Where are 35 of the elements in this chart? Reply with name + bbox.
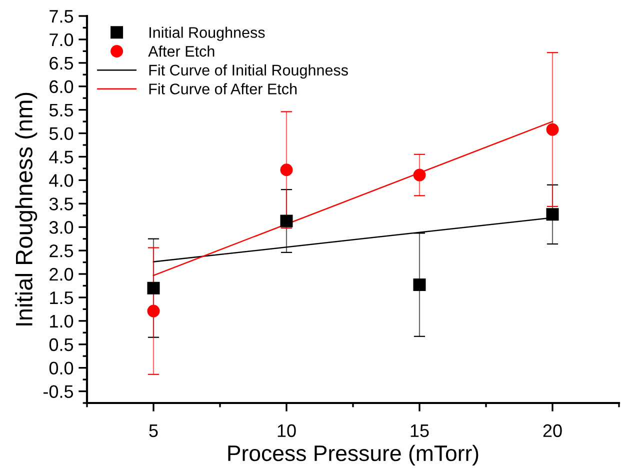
legend-label: Fit Curve of Initial Roughness xyxy=(149,64,348,79)
y-tick-label: -0.5 xyxy=(44,385,74,398)
y-tick-label: 7.0 xyxy=(50,33,74,46)
legend-label: After Etch xyxy=(148,46,214,57)
point xyxy=(280,214,293,228)
y-tick-label: 1.5 xyxy=(50,292,74,304)
x-axis-title: Process Pressure (mTorr) xyxy=(228,444,478,466)
x-tick-label: 20 xyxy=(543,424,562,438)
y-tick-label: 0.0 xyxy=(49,362,74,375)
y-tick-label: 3.5 xyxy=(49,198,74,210)
legend-label: Initial Roughness xyxy=(150,26,265,41)
y-axis-title: Initial Roughness (nm) xyxy=(15,92,38,326)
point xyxy=(147,282,160,294)
y-tick-label: 5.0 xyxy=(49,127,74,140)
point xyxy=(413,278,426,292)
point xyxy=(546,123,559,136)
legend-label: Fit Curve of After Etch xyxy=(149,83,297,94)
x-tick-label: 5 xyxy=(149,424,158,438)
y-tick-label: 2.0 xyxy=(50,268,74,281)
point xyxy=(147,304,160,318)
y-tick-label: 2.5 xyxy=(50,244,74,258)
point xyxy=(546,208,559,221)
y-tick-label: 7.5 xyxy=(50,10,74,23)
point xyxy=(413,168,426,182)
y-tick-label: 1.0 xyxy=(50,314,74,328)
point xyxy=(280,164,293,176)
y-tick-label: 4.0 xyxy=(49,174,74,187)
x-tick-label: 15 xyxy=(410,424,429,438)
y-tick-label: 6.0 xyxy=(50,80,74,94)
y-tick-label: 6.5 xyxy=(50,56,74,70)
x-tick-label: 10 xyxy=(278,424,296,438)
y-tick-label: 4.5 xyxy=(49,150,74,164)
y-tick-label: 0.5 xyxy=(49,338,74,352)
y-tick-label: 5.5 xyxy=(49,104,74,117)
y-tick-label: 3.0 xyxy=(49,221,74,234)
